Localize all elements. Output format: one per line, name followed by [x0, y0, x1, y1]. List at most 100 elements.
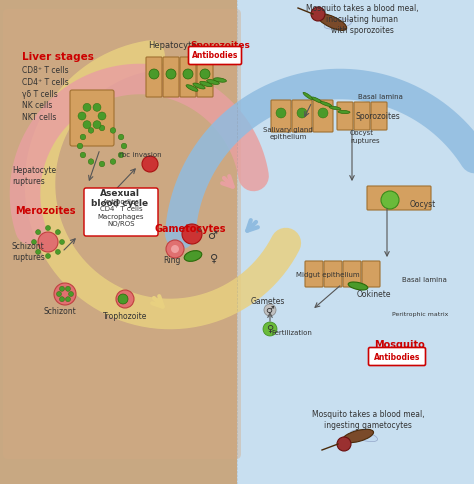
Circle shape: [93, 104, 101, 111]
Text: Antibodies
CD4⁺ T cells
Macrophages
NO/ROS: Antibodies CD4⁺ T cells Macrophages NO/R…: [98, 199, 144, 227]
Text: ♂: ♂: [207, 231, 217, 241]
Ellipse shape: [186, 85, 198, 91]
Circle shape: [142, 156, 158, 172]
Circle shape: [276, 108, 286, 118]
Ellipse shape: [193, 83, 205, 89]
Ellipse shape: [324, 19, 352, 29]
Text: Mosquito takes a blood meal,
ingesting gametocytes: Mosquito takes a blood meal, ingesting g…: [312, 410, 424, 430]
Ellipse shape: [317, 14, 346, 30]
Bar: [237, 0, 474, 484]
Circle shape: [78, 112, 86, 120]
Circle shape: [80, 134, 86, 140]
Text: Schizont: Schizont: [44, 307, 76, 316]
Circle shape: [99, 161, 105, 167]
Text: ♂: ♂: [265, 305, 274, 315]
Ellipse shape: [184, 251, 202, 261]
Text: Ring: Ring: [164, 256, 181, 265]
Text: Oocyst
ruptures: Oocyst ruptures: [350, 130, 380, 143]
Text: Schizont
ruptures: Schizont ruptures: [12, 242, 45, 262]
FancyBboxPatch shape: [70, 90, 114, 146]
Circle shape: [60, 240, 64, 244]
Circle shape: [36, 249, 41, 255]
Text: Merozoites: Merozoites: [15, 206, 75, 216]
Text: ♀: ♀: [210, 254, 218, 264]
Text: Midgut epithelium: Midgut epithelium: [296, 272, 360, 278]
Circle shape: [46, 254, 51, 258]
Text: Hepatocyte
ruptures: Hepatocyte ruptures: [12, 166, 56, 186]
Circle shape: [200, 69, 210, 79]
Ellipse shape: [348, 282, 368, 290]
Text: Basal lamina: Basal lamina: [358, 94, 403, 100]
Text: Liver stages: Liver stages: [22, 52, 94, 62]
Ellipse shape: [303, 92, 313, 100]
FancyBboxPatch shape: [371, 102, 387, 130]
Circle shape: [80, 152, 86, 158]
Circle shape: [77, 143, 83, 149]
Circle shape: [36, 229, 41, 235]
Text: Basal lamina: Basal lamina: [402, 277, 447, 283]
Text: Oocyst: Oocyst: [410, 200, 436, 209]
Circle shape: [297, 108, 307, 118]
Circle shape: [381, 191, 399, 209]
Circle shape: [65, 287, 71, 291]
Text: Peritrophic matrix: Peritrophic matrix: [392, 312, 448, 317]
Circle shape: [31, 240, 36, 244]
FancyBboxPatch shape: [189, 46, 241, 64]
Circle shape: [98, 112, 106, 120]
FancyBboxPatch shape: [163, 57, 179, 97]
FancyBboxPatch shape: [367, 186, 431, 210]
Ellipse shape: [343, 429, 374, 443]
Circle shape: [121, 143, 127, 149]
FancyBboxPatch shape: [337, 102, 353, 130]
FancyBboxPatch shape: [271, 100, 291, 132]
Ellipse shape: [311, 97, 322, 103]
FancyBboxPatch shape: [180, 57, 196, 97]
Circle shape: [264, 304, 276, 316]
Circle shape: [311, 7, 325, 21]
Text: ♀: ♀: [266, 324, 273, 334]
Circle shape: [99, 125, 105, 131]
Text: Hepatocytes: Hepatocytes: [148, 41, 201, 50]
Circle shape: [318, 108, 328, 118]
Ellipse shape: [214, 78, 227, 82]
FancyBboxPatch shape: [354, 102, 370, 130]
Circle shape: [83, 121, 91, 129]
Circle shape: [54, 283, 76, 305]
FancyBboxPatch shape: [343, 261, 361, 287]
Circle shape: [60, 297, 64, 302]
Bar: [0, 0, 237, 484]
Circle shape: [55, 229, 60, 235]
Text: Antibodies: Antibodies: [192, 51, 238, 60]
Circle shape: [116, 290, 134, 308]
Circle shape: [88, 159, 94, 165]
Ellipse shape: [207, 79, 219, 84]
Circle shape: [166, 240, 184, 258]
Text: Antibodies: Antibodies: [374, 352, 420, 362]
FancyBboxPatch shape: [3, 9, 241, 459]
FancyBboxPatch shape: [292, 100, 312, 132]
FancyBboxPatch shape: [324, 261, 342, 287]
Circle shape: [93, 121, 101, 129]
Text: Ookinete: Ookinete: [357, 290, 392, 299]
Circle shape: [83, 104, 91, 111]
Circle shape: [65, 297, 71, 302]
Circle shape: [46, 226, 51, 230]
Circle shape: [166, 69, 176, 79]
FancyBboxPatch shape: [305, 261, 323, 287]
Text: Sporozoites: Sporozoites: [190, 41, 250, 50]
Text: Asexual
blood cycle: Asexual blood cycle: [91, 189, 148, 209]
Text: Salivary gland
epithelium: Salivary gland epithelium: [263, 127, 313, 140]
Circle shape: [118, 294, 128, 304]
Ellipse shape: [320, 102, 332, 106]
Circle shape: [183, 69, 193, 79]
Text: rbc invasion: rbc invasion: [118, 152, 161, 158]
Circle shape: [263, 322, 277, 336]
Ellipse shape: [329, 106, 341, 110]
Circle shape: [38, 232, 58, 252]
Circle shape: [110, 159, 116, 165]
FancyBboxPatch shape: [84, 188, 158, 236]
Circle shape: [56, 291, 62, 297]
Ellipse shape: [200, 81, 212, 87]
Circle shape: [337, 437, 351, 451]
Ellipse shape: [350, 430, 378, 442]
